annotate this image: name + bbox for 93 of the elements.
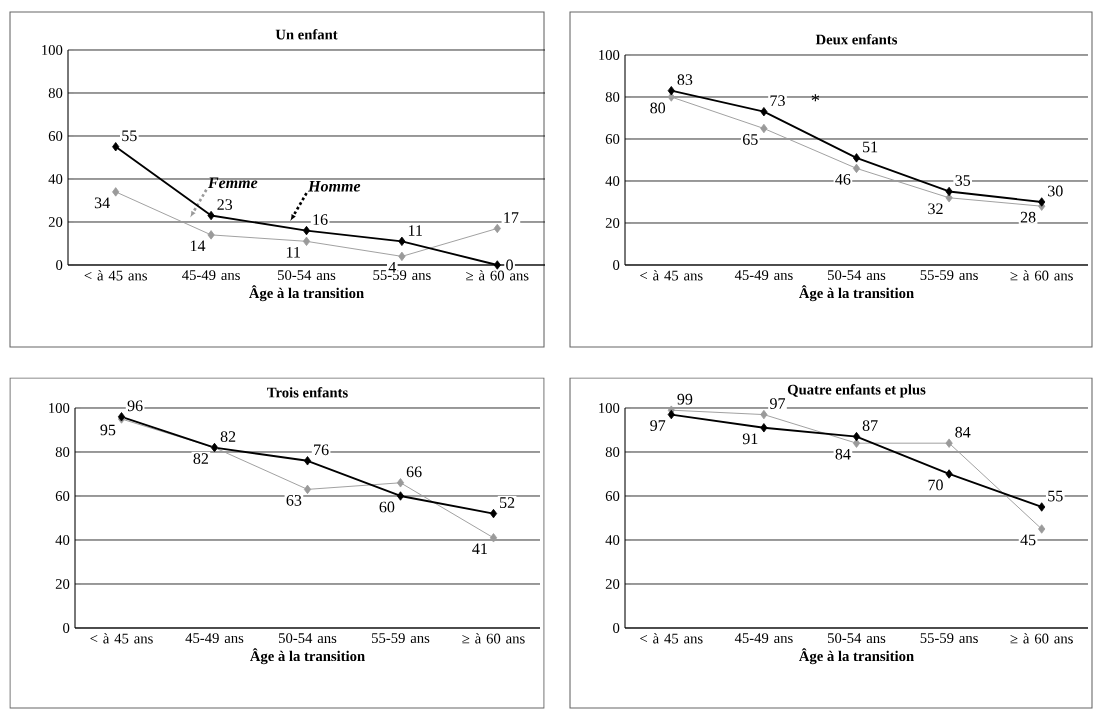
x-axis-title: Âge à la transition xyxy=(799,648,914,665)
data-label: 87 xyxy=(862,420,878,431)
x-tick-label: < à 45 ans xyxy=(84,270,147,281)
data-label: 23 xyxy=(217,199,233,210)
data-label: 84 xyxy=(835,448,851,460)
y-tick-label: 80 xyxy=(55,447,70,457)
data-label: 63 xyxy=(286,494,302,506)
chart-title: Un enfant xyxy=(275,29,338,40)
data-label: 0 xyxy=(506,259,513,271)
data-label: 32 xyxy=(928,203,943,215)
y-tick-label: 20 xyxy=(605,218,620,228)
data-label: 65 xyxy=(742,134,758,145)
data-label: 16 xyxy=(313,214,328,225)
x-tick-label: ≥ à 60 ans xyxy=(466,270,529,281)
x-tick-label: 50-54 ans xyxy=(828,270,886,281)
data-label: 96 xyxy=(127,400,143,412)
x-tick-label: 50-54 ans xyxy=(828,633,886,644)
data-label: 83 xyxy=(677,74,693,86)
data-label: 70 xyxy=(928,479,943,491)
chart-title: Deux enfants xyxy=(815,33,898,45)
x-tick-label: ≥ à 60 ans xyxy=(1010,633,1073,644)
data-label: 82 xyxy=(193,453,209,464)
data-label: 51 xyxy=(863,141,878,153)
x-tick-label: < à 45 ans xyxy=(90,633,153,644)
data-label: 99 xyxy=(677,393,693,405)
data-label: 66 xyxy=(406,466,422,478)
y-tick-label: 40 xyxy=(605,535,620,545)
y-tick-label: 60 xyxy=(605,134,620,144)
data-label: 52 xyxy=(500,497,515,508)
data-label: 28 xyxy=(1020,211,1036,223)
y-tick-label: 40 xyxy=(48,174,63,184)
data-label: 91 xyxy=(742,433,758,445)
data-label: 73 xyxy=(770,95,785,107)
y-tick-label: 20 xyxy=(48,217,63,227)
y-tick-label: 80 xyxy=(48,88,63,98)
data-label: 17 xyxy=(504,212,519,223)
x-tick-label: 55-59 ans xyxy=(920,633,978,643)
data-label: 95 xyxy=(100,424,116,436)
y-tick-label: 100 xyxy=(599,403,620,413)
y-tick-label: 100 xyxy=(49,403,70,413)
text: Homme xyxy=(307,180,361,192)
y-tick-label: 0 xyxy=(63,623,70,633)
data-label: 14 xyxy=(190,240,206,252)
y-tick-label: 60 xyxy=(55,491,70,501)
text: Femme xyxy=(207,177,258,189)
y-tick-label: 80 xyxy=(605,447,620,457)
data-label: 55 xyxy=(1048,490,1063,502)
data-label: 82 xyxy=(220,431,236,442)
data-label: 84 xyxy=(955,426,971,438)
data-label: 41 xyxy=(472,543,487,554)
y-tick-label: 20 xyxy=(605,579,620,589)
y-tick-label: 80 xyxy=(605,92,620,102)
x-tick-label: 55-59 ans xyxy=(372,633,430,643)
x-tick-label: < à 45 ans xyxy=(640,633,703,644)
x-tick-label: < à 45 ans xyxy=(640,270,703,281)
x-tick-label: 45-49 ans xyxy=(734,633,793,643)
data-label: 55 xyxy=(122,130,137,142)
y-tick-label: 0 xyxy=(613,623,620,633)
y-tick-label: 100 xyxy=(599,50,620,60)
data-label: 76 xyxy=(314,444,329,456)
y-tick-label: 20 xyxy=(55,579,70,589)
data-label: 80 xyxy=(650,102,666,114)
x-axis-title: Âge à la transition xyxy=(799,285,914,302)
annotation: * xyxy=(811,94,820,102)
data-label: 11 xyxy=(408,225,422,236)
data-label: 60 xyxy=(379,501,395,513)
data-label: 11 xyxy=(286,246,300,258)
x-tick-label: ≥ à 60 ans xyxy=(1010,270,1073,281)
chart-title: Trois enfants xyxy=(267,387,348,398)
x-tick-label: 55-59 ans xyxy=(920,270,978,280)
data-label: 97 xyxy=(650,420,666,431)
data-label: 35 xyxy=(955,175,971,186)
data-label: 45 xyxy=(1020,534,1036,546)
x-tick-label: 50-54 ans xyxy=(278,270,336,281)
x-tick-label: ≥ à 60 ans xyxy=(462,633,525,644)
data-label: 97 xyxy=(770,398,786,409)
y-tick-label: 40 xyxy=(605,176,620,186)
y-tick-label: 0 xyxy=(613,260,620,270)
x-tick-label: 45-49 ans xyxy=(182,270,240,280)
chart-title: Quatre enfants et plus xyxy=(787,384,926,398)
y-tick-label: 40 xyxy=(55,535,70,545)
x-axis-title: Âge à la transition xyxy=(250,648,365,665)
y-tick-label: 100 xyxy=(42,45,63,55)
y-tick-label: 0 xyxy=(56,260,63,270)
x-axis-title: Âge à la transition xyxy=(249,285,364,302)
x-tick-label: 45-49 ans xyxy=(185,633,244,643)
data-label: 34 xyxy=(94,197,110,209)
y-tick-label: 60 xyxy=(48,131,63,141)
y-tick-label: 60 xyxy=(605,491,620,501)
x-tick-label: 45-49 ans xyxy=(734,270,793,280)
x-tick-label: 50-54 ans xyxy=(279,633,337,644)
data-label: 30 xyxy=(1048,185,1063,197)
data-label: 46 xyxy=(835,173,851,185)
